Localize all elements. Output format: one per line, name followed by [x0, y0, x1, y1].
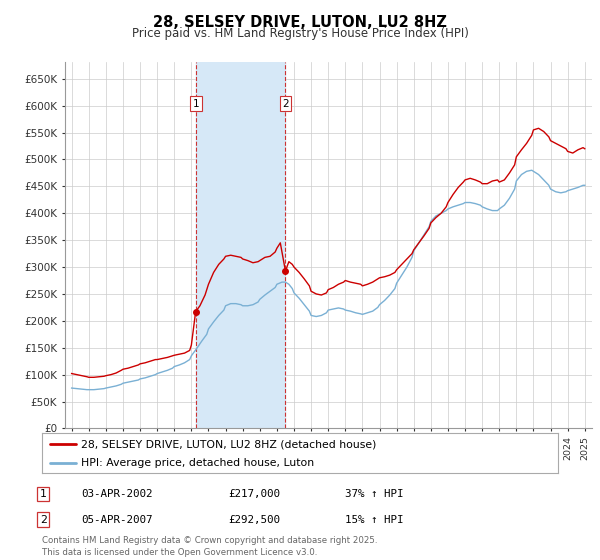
Text: 2: 2	[282, 99, 289, 109]
Text: 28, SELSEY DRIVE, LUTON, LU2 8HZ: 28, SELSEY DRIVE, LUTON, LU2 8HZ	[153, 15, 447, 30]
Text: 37% ↑ HPI: 37% ↑ HPI	[345, 489, 404, 499]
Text: £217,000: £217,000	[228, 489, 280, 499]
Text: HPI: Average price, detached house, Luton: HPI: Average price, detached house, Luto…	[80, 458, 314, 468]
Text: Contains HM Land Registry data © Crown copyright and database right 2025.
This d: Contains HM Land Registry data © Crown c…	[42, 536, 377, 557]
Text: 28, SELSEY DRIVE, LUTON, LU2 8HZ (detached house): 28, SELSEY DRIVE, LUTON, LU2 8HZ (detach…	[80, 439, 376, 449]
Text: 1: 1	[193, 99, 199, 109]
Text: Price paid vs. HM Land Registry's House Price Index (HPI): Price paid vs. HM Land Registry's House …	[131, 27, 469, 40]
Text: 03-APR-2002: 03-APR-2002	[81, 489, 152, 499]
Bar	[196, 62, 286, 428]
Text: 15% ↑ HPI: 15% ↑ HPI	[345, 515, 404, 525]
Text: 2: 2	[40, 515, 47, 525]
Text: 1: 1	[40, 489, 47, 499]
Text: £292,500: £292,500	[228, 515, 280, 525]
Text: 05-APR-2007: 05-APR-2007	[81, 515, 152, 525]
